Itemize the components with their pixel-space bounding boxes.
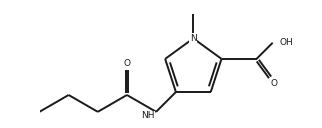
Text: O: O <box>270 79 278 88</box>
Text: O: O <box>123 59 130 68</box>
Text: N: N <box>190 34 197 43</box>
Text: NH: NH <box>141 111 155 120</box>
Text: OH: OH <box>279 38 293 47</box>
